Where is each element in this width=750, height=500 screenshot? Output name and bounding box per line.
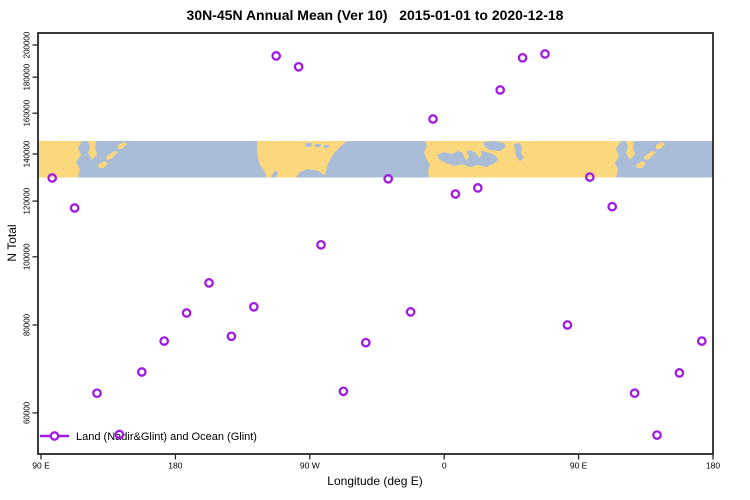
data-point xyxy=(338,386,349,397)
ocean-shape xyxy=(484,141,506,151)
ocean-shape xyxy=(324,145,329,148)
data-point xyxy=(472,183,483,193)
y-tick-label: 180000 xyxy=(23,63,32,90)
data-point xyxy=(495,85,506,95)
data-point xyxy=(226,331,237,342)
data-point xyxy=(584,172,595,182)
map-band xyxy=(38,141,713,178)
x-axis-label: Longitude (deg E) xyxy=(327,474,423,488)
ocean-shape xyxy=(271,170,278,178)
ocean-shape xyxy=(76,141,267,178)
land-shape xyxy=(98,161,108,168)
data-point xyxy=(517,52,528,63)
y-tick-label: 200000 xyxy=(23,31,32,58)
land-shape xyxy=(636,161,646,168)
data-point xyxy=(316,239,326,250)
ocean-shape xyxy=(296,169,326,178)
y-tick-label: 100000 xyxy=(23,243,32,270)
y-tick-label: 60000 xyxy=(23,401,32,424)
data-point xyxy=(696,336,707,346)
ocean-shape xyxy=(324,141,430,178)
data-point xyxy=(383,173,394,184)
ocean-shape xyxy=(615,141,713,178)
data-point xyxy=(92,388,102,399)
land-shape xyxy=(106,151,118,160)
data-points xyxy=(47,49,707,440)
data-point xyxy=(204,278,214,288)
data-point xyxy=(181,308,192,318)
chart-title: 30N-45N Annual Mean (Ver 10) 2015-01-01 … xyxy=(186,7,564,23)
land-shape xyxy=(476,150,482,158)
x-tick-label: 90 E xyxy=(570,461,588,471)
data-point xyxy=(248,301,259,312)
land-shape xyxy=(462,149,469,161)
data-point xyxy=(562,320,573,330)
x-tick-label: 180 xyxy=(168,461,182,471)
data-point xyxy=(405,307,416,317)
map-band-group xyxy=(38,141,713,178)
data-point xyxy=(136,367,147,377)
y-tick-label: 80000 xyxy=(23,313,32,336)
data-point xyxy=(360,337,371,348)
x-tick-label: 90 W xyxy=(300,461,320,471)
data-point xyxy=(674,368,685,378)
axes: 90 E 180 90 W 0 90 E 180 60000 80000 100000 12000… xyxy=(23,31,721,470)
data-point xyxy=(159,336,170,346)
data-point xyxy=(540,49,550,59)
land-shape xyxy=(644,151,656,160)
land-shape xyxy=(88,141,97,160)
data-point xyxy=(69,203,80,213)
legend: Land (Nadir&Glint) and Ocean (Glint) xyxy=(40,431,257,443)
data-point xyxy=(607,201,618,212)
legend-marker-circle xyxy=(49,431,60,441)
ocean-shape xyxy=(305,143,312,147)
x-tick-label: 180 xyxy=(706,461,720,471)
land-shape xyxy=(656,142,665,149)
y-tick-label: 120000 xyxy=(23,187,32,214)
data-point xyxy=(293,61,304,72)
x-tick-label: 0 xyxy=(442,461,447,471)
data-point xyxy=(652,430,662,440)
data-point xyxy=(450,189,461,199)
plot-border xyxy=(37,32,714,455)
y-axis-label: N Total xyxy=(5,224,19,262)
data-point xyxy=(271,51,282,61)
data-point xyxy=(428,114,438,124)
data-point xyxy=(629,388,640,399)
land-shape xyxy=(626,141,635,160)
ocean-shape xyxy=(514,143,524,161)
ocean-shape xyxy=(315,144,321,147)
legend-label: Land (Nadir&Glint) and Ocean (Glint) xyxy=(76,431,257,443)
data-point xyxy=(114,429,125,440)
y-tick-label: 160000 xyxy=(23,99,32,126)
land-shape xyxy=(118,142,127,149)
y-tick-label: 140000 xyxy=(23,140,32,167)
data-point xyxy=(47,173,58,183)
x-tick-label: 90 E xyxy=(32,461,50,471)
